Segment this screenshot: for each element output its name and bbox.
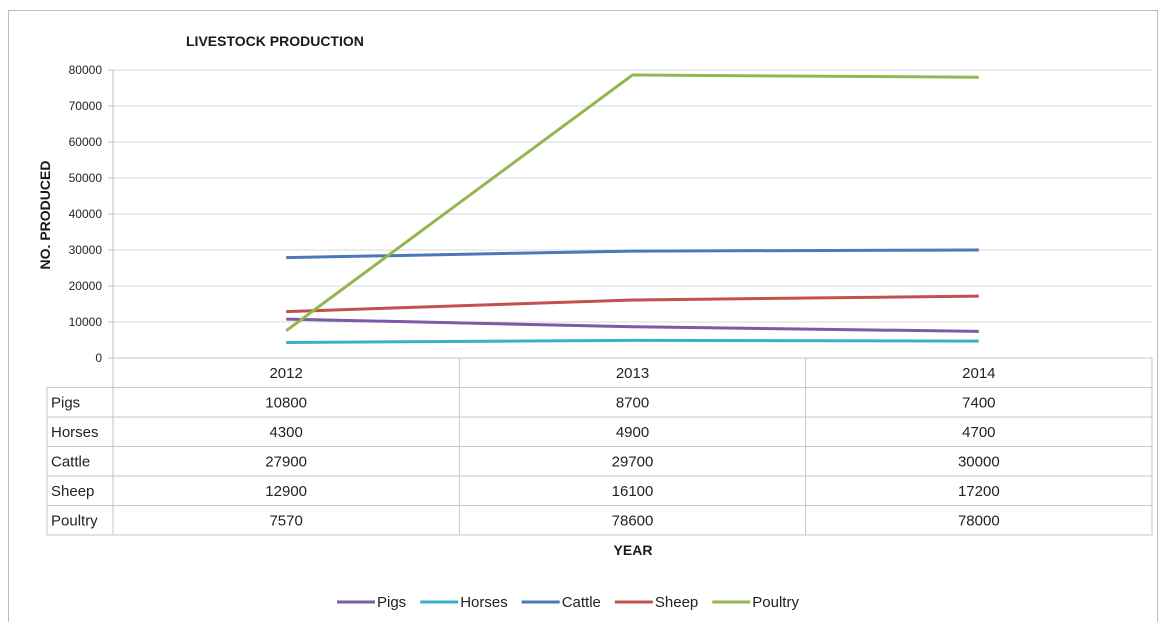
series-lines bbox=[285, 73, 979, 344]
series-line-cattle bbox=[286, 248, 979, 260]
table-cell-value: 16100 bbox=[612, 483, 654, 500]
table-cell-value: 4700 bbox=[962, 424, 995, 441]
table-cell-value: 7400 bbox=[962, 394, 995, 411]
table-cell-value: 7570 bbox=[269, 512, 302, 529]
legend-label: Sheep bbox=[655, 594, 698, 611]
table-cell-value: 30000 bbox=[958, 453, 1000, 470]
table-row-label: Sheep bbox=[51, 483, 94, 500]
y-tick-label: 40000 bbox=[69, 207, 103, 221]
series-line-horses bbox=[286, 338, 979, 344]
legend: Pigs Horses Cattle Sheep Poultry bbox=[337, 594, 799, 611]
series-line-poultry bbox=[285, 73, 979, 332]
y-tick-label: 20000 bbox=[69, 279, 103, 293]
y-tick-label: 50000 bbox=[69, 171, 103, 185]
table-cell-value: 10800 bbox=[265, 394, 307, 411]
chart-frame bbox=[8, 10, 1158, 622]
table-cell-value: 4300 bbox=[269, 424, 302, 441]
y-tick-label: 0 bbox=[95, 351, 102, 365]
table-row-label: Pigs bbox=[51, 394, 80, 411]
table-cell-value: 17200 bbox=[958, 483, 1000, 500]
series-line-sheep bbox=[286, 294, 979, 314]
table-cell-value: 78000 bbox=[958, 512, 1000, 529]
x-axis-title: YEAR bbox=[614, 542, 653, 558]
y-tick-label: 80000 bbox=[69, 63, 103, 77]
table-cell-value: 78600 bbox=[612, 512, 654, 529]
legend-label: Pigs bbox=[377, 594, 406, 611]
y-tick-label: 70000 bbox=[69, 99, 103, 113]
data-table: 2012 2013 2014 Pigs 10800 8700 7400 Horses 4300 4… bbox=[46, 357, 1153, 536]
table-cell-value: 12900 bbox=[265, 483, 307, 500]
y-tick-label: 10000 bbox=[69, 315, 103, 329]
legend-label: Cattle bbox=[562, 594, 601, 611]
x-category-label: 2012 bbox=[269, 365, 302, 382]
y-tick-label: 30000 bbox=[69, 243, 103, 257]
x-category-label: 2014 bbox=[962, 365, 995, 382]
table-cell-value: 27900 bbox=[265, 453, 307, 470]
gridlines bbox=[113, 69, 1152, 359]
y-tick-label: 60000 bbox=[69, 135, 103, 149]
table-row-label: Poultry bbox=[51, 512, 98, 529]
table-cell-value: 8700 bbox=[616, 394, 649, 411]
y-axis-title: NO. PRODUCED bbox=[37, 161, 53, 270]
legend-label: Poultry bbox=[752, 594, 799, 611]
x-category-label: 2013 bbox=[616, 365, 649, 382]
table-row-label: Cattle bbox=[51, 453, 90, 470]
table-cell-value: 4900 bbox=[616, 424, 649, 441]
chart-title: LIVESTOCK PRODUCTION bbox=[186, 33, 364, 49]
series-line-pigs bbox=[286, 317, 979, 333]
table-cell-value: 29700 bbox=[612, 453, 654, 470]
table-row-label: Horses bbox=[51, 424, 99, 441]
y-axis-ticks: 80000 70000 60000 50000 40000 30000 20000 10000… bbox=[69, 63, 114, 365]
legend-label: Horses bbox=[460, 594, 508, 611]
